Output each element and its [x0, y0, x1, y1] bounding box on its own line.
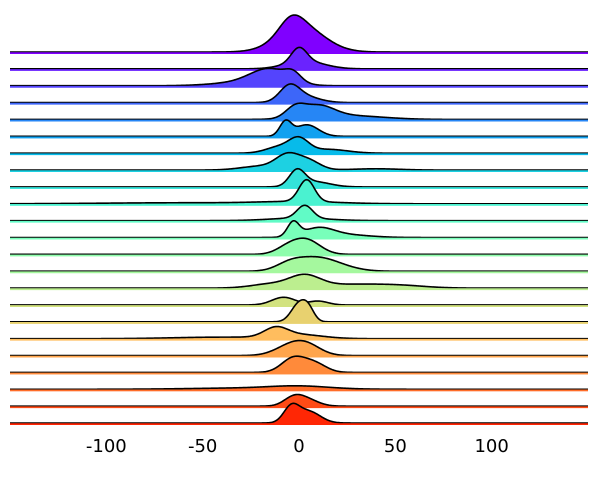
ridge-15 — [10, 273, 588, 291]
x-tick-label: -50 — [188, 436, 217, 457]
ridge-outline — [10, 402, 588, 424]
ridge-18 — [10, 325, 588, 341]
ridge-23 — [10, 402, 588, 425]
x-tick-label: 50 — [384, 436, 407, 457]
ridge-area — [10, 15, 588, 54]
ridge-area — [10, 394, 588, 409]
ridge-outline — [10, 102, 588, 121]
ridge-20 — [10, 355, 588, 375]
ridge-area — [10, 356, 588, 375]
ridge-17 — [10, 298, 588, 324]
ridge-area — [10, 136, 588, 156]
ridge-outline — [10, 298, 588, 323]
ridge-area — [10, 179, 588, 206]
ridge-outline — [10, 119, 588, 138]
ridge-area — [10, 256, 588, 274]
ridges-group — [10, 14, 588, 425]
ridge-outline — [10, 178, 588, 205]
ridge-outline — [10, 67, 588, 87]
ridge-area — [10, 103, 588, 122]
x-tick-label: 0 — [293, 436, 304, 457]
ridge-area — [10, 274, 588, 291]
ridge-area — [10, 68, 588, 88]
ridge-10 — [10, 178, 588, 206]
ridge-11 — [10, 204, 588, 223]
ridge-2 — [10, 46, 588, 71]
ridge-area — [10, 403, 588, 425]
ridge-12 — [10, 219, 588, 240]
ridge-area — [10, 238, 588, 257]
ridge-7 — [10, 135, 588, 156]
ridge-area — [10, 205, 588, 223]
ridge-19 — [10, 339, 588, 358]
ridge-area — [10, 168, 588, 189]
ridge-area — [10, 47, 588, 71]
ridge-outline — [10, 83, 588, 104]
ridge-area — [10, 299, 588, 324]
ridge-outline — [10, 46, 588, 70]
ridge-21 — [10, 384, 588, 392]
ridge-outline — [10, 255, 588, 273]
ridge-area — [10, 83, 588, 105]
ridge-3 — [10, 67, 588, 88]
ridge-outline — [10, 219, 588, 239]
ridge-outline — [10, 135, 588, 154]
ridge-outline — [10, 204, 588, 222]
ridge-outline — [10, 273, 588, 289]
ridge-outline — [10, 151, 588, 171]
ridge-area — [10, 340, 588, 358]
x-tick-label: -100 — [86, 436, 127, 457]
x-axis-ticks: -100 -50 0 50 100 — [86, 436, 509, 457]
ridge-outline — [10, 339, 588, 357]
ridge-outline — [10, 325, 588, 340]
ridge-area — [10, 119, 588, 139]
ridge-area — [10, 152, 588, 173]
ridge-outline — [10, 167, 588, 188]
ridge-outline — [10, 355, 588, 374]
ridge-outline — [10, 237, 588, 256]
ridge-outline — [10, 14, 588, 53]
ridge-5 — [10, 102, 588, 122]
ridge-area — [10, 220, 588, 240]
ridge-outline — [10, 384, 588, 391]
x-tick-label: 100 — [474, 436, 508, 457]
ridge-13 — [10, 237, 588, 257]
ridge-6 — [10, 119, 588, 139]
ridge-14 — [10, 255, 588, 274]
ridge-outline — [10, 393, 588, 407]
